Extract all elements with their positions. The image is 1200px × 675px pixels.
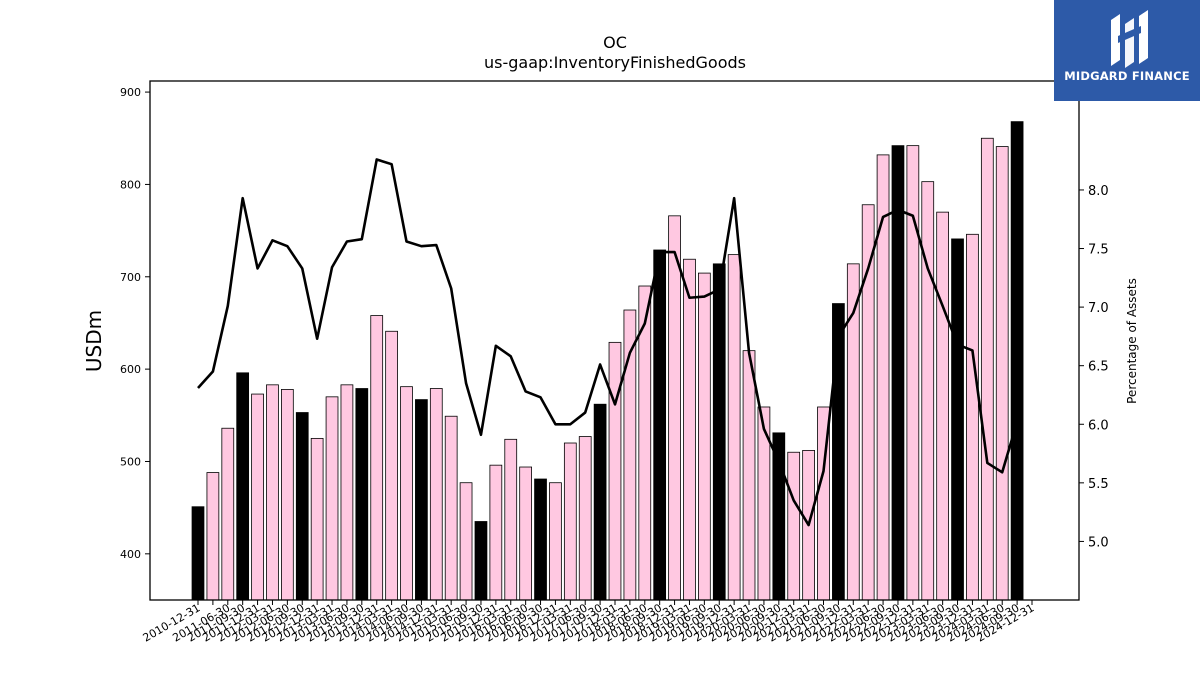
bar [951,238,964,601]
midgard-finance-logo: MIDGARD FINANCE [1054,0,1200,101]
bar [266,384,279,601]
bar [474,521,488,601]
midgard-logo-icon [1111,10,1148,68]
y-tick-label: 700 [120,271,141,284]
bar [772,432,786,601]
bar [206,472,220,601]
x-axis: 2010-12-312011-06-302011-09-302011-12-31… [141,600,1037,645]
bar [787,451,801,601]
bar-series [191,121,1024,601]
y-tick-label: 400 [120,548,141,561]
chart-title: OC [603,33,627,52]
y2-axis-label: Percentage of Assets [1125,278,1139,404]
y-tick-label: 500 [120,455,141,468]
y-tick-label: 900 [120,86,141,99]
bar [325,396,339,601]
bar [966,233,979,601]
bar [891,145,905,601]
bar [280,389,294,601]
bar [295,412,309,601]
bar [429,388,443,601]
bar [578,436,592,601]
bar [236,372,250,601]
bar [712,263,726,601]
bar [549,482,562,601]
right-y-axis: 5.0 5.5 6.0 6.5 7.0 7.5 8.0 [1079,184,1109,550]
y-tick-label: 800 [120,178,141,191]
bar [995,146,1009,601]
bar [921,181,935,601]
bar [563,442,577,601]
line-series [197,158,1019,527]
bar [936,211,950,601]
y2-tick-label: 5.0 [1088,535,1109,550]
bar [1010,121,1024,601]
bar [310,437,324,601]
bar [519,466,533,601]
percentage-line [197,158,1019,527]
bar [459,482,473,601]
bar [534,478,547,601]
bar [608,341,622,601]
plot-frame [149,80,1080,601]
bar [876,154,890,601]
bar [191,506,205,601]
chart-subtitle: us-gaap:InventoryFinishedGoods [484,53,746,72]
bar [340,384,354,601]
bar [385,330,398,601]
bar [742,350,756,601]
bar [668,215,681,601]
y2-tick-label: 6.5 [1088,360,1109,375]
bar [415,399,428,601]
bar [683,258,696,601]
bar [370,315,384,601]
y2-tick-label: 6.0 [1088,418,1109,433]
bar [593,403,607,601]
bar [221,427,235,601]
bar [653,249,667,601]
bar [727,254,741,601]
bar [980,137,994,601]
logo-text: MIDGARD FINANCE [1064,69,1190,83]
y2-tick-label: 5.5 [1088,477,1109,492]
y-tick-label: 600 [120,363,141,376]
bar [251,393,264,601]
y2-tick-label: 7.0 [1088,301,1109,316]
bar [698,272,711,601]
bar [489,464,503,601]
bar [400,386,413,601]
y2-tick-label: 7.5 [1088,243,1109,258]
bar [355,388,369,601]
bar [504,438,518,601]
y-axis-label: USDm [82,310,106,372]
bar [444,415,458,601]
left-y-axis: 400 500 600 700 800 900 [120,86,150,561]
y2-tick-label: 8.0 [1088,184,1109,199]
